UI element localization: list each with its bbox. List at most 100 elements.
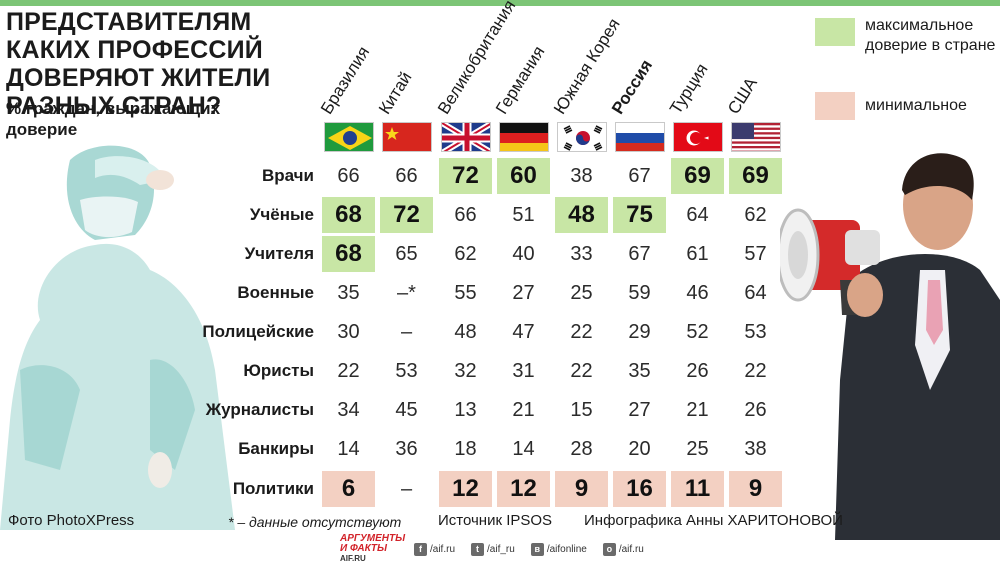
table-cell: 25 <box>686 438 709 460</box>
flag-brazil-icon <box>324 122 374 152</box>
twitter-icon: t <box>471 542 485 556</box>
infographic-credit: Инфографика Анны ХАРИТОНОВОЙ <box>584 512 843 529</box>
country-header: Великобритания <box>434 0 519 118</box>
chart-subtitle: % граждан, выражающих доверие <box>6 99 221 139</box>
doctor-photo <box>0 145 235 530</box>
table-cell: 13 <box>454 399 477 421</box>
social-link[interactable]: в/aifonline <box>530 542 587 556</box>
table-cell: 72 <box>439 158 492 194</box>
table-cell: 6 <box>322 471 375 507</box>
table-cell: 47 <box>512 321 535 343</box>
row-label: Учителя <box>244 244 314 263</box>
table-cell: 36 <box>395 438 418 460</box>
table-cell: 32 <box>454 360 477 382</box>
vk-icon: в <box>530 542 544 556</box>
table-cell: 14 <box>337 438 360 460</box>
row-label: Политики <box>232 479 314 498</box>
table-cell: 22 <box>570 321 593 343</box>
country-header: США <box>724 0 791 118</box>
table-cell: 69 <box>671 158 724 194</box>
table-cell: 62 <box>744 204 767 226</box>
table-cell: 29 <box>628 321 651 343</box>
table-cell: 15 <box>570 399 593 421</box>
country-header: Турция <box>666 0 733 118</box>
row-label: Учёные <box>249 205 314 224</box>
table-cell: 12 <box>439 471 492 507</box>
table-cell: 55 <box>454 282 477 304</box>
table-cell: 66 <box>337 165 360 187</box>
table-cell: 35 <box>628 360 651 382</box>
social-link[interactable]: t/aif_ru <box>471 542 515 556</box>
row-label: Врачи <box>261 166 314 185</box>
table-cell: 60 <box>497 158 550 194</box>
table-cell: 11 <box>671 471 724 507</box>
social-link-label: /aif.ru <box>618 543 644 555</box>
row-label: Полицейские <box>202 322 314 341</box>
social-link[interactable]: о/aif.ru <box>602 542 644 556</box>
country-header: Германия <box>492 0 559 118</box>
table-cell: 12 <box>497 471 550 507</box>
table-cell: 27 <box>628 399 651 421</box>
table-cell: 48 <box>454 321 477 343</box>
table-cell: 52 <box>686 321 709 343</box>
table-cell: 26 <box>744 399 767 421</box>
ok-icon: о <box>602 542 616 556</box>
table-cell: 27 <box>512 282 535 304</box>
table-cell: 38 <box>570 165 593 187</box>
table-cell: 64 <box>744 282 767 304</box>
table-cell: 62 <box>454 243 477 265</box>
table-cell: 53 <box>744 321 767 343</box>
table-cell: 57 <box>744 243 767 265</box>
aif-logo[interactable]: АРГУМЕНТЫ И ФАКТЫ AIF.RU <box>340 534 405 564</box>
table-cell: 34 <box>337 399 360 421</box>
row-label: Банкиры <box>238 439 314 458</box>
table-cell: – <box>400 321 413 343</box>
row-label: Журналисты <box>205 400 314 419</box>
table-cell: 53 <box>395 360 418 382</box>
social-link[interactable]: f/aif.ru <box>414 542 455 556</box>
photo-credit: Фото PhotoXPress <box>8 512 135 529</box>
source-note: Источник IPSOS <box>438 512 553 529</box>
table-cell: 20 <box>628 438 651 460</box>
row-label: Военные <box>237 283 314 302</box>
table-cell: 16 <box>613 471 666 507</box>
table-cell: 48 <box>555 197 608 233</box>
country-header: Бразилия <box>317 0 384 118</box>
country-header: Китай <box>375 0 442 118</box>
country-label: Германия <box>492 42 549 118</box>
table-cell: 35 <box>337 282 360 304</box>
country-label: Бразилия <box>317 43 374 118</box>
table-cell: 28 <box>570 438 593 460</box>
flag-usa-icon <box>731 122 781 152</box>
table-cell: 66 <box>395 165 418 187</box>
row-label: Юристы <box>243 361 314 380</box>
social-links: f/aif.ru t/aif_ru в/aifonline о/aif.ru <box>406 542 644 556</box>
flag-uk-icon <box>441 122 491 152</box>
table-cell: 9 <box>555 471 608 507</box>
footer-bar: АРГУМЕНТЫ И ФАКТЫ AIF.RU f/aif.ru t/aif_r… <box>340 534 644 564</box>
table-cell: 33 <box>570 243 593 265</box>
table-cell: 68 <box>322 236 375 272</box>
table-cell: –* <box>397 282 416 304</box>
facebook-icon: f <box>414 542 427 556</box>
table-cell: 26 <box>686 360 709 382</box>
legend-min-label: минимальное <box>865 97 967 114</box>
table-cell: 31 <box>512 360 535 382</box>
table-cell: 67 <box>628 165 651 187</box>
table-cell: 45 <box>395 399 418 421</box>
table-cell: 75 <box>613 197 666 233</box>
table-cell: – <box>400 478 413 500</box>
table-cell: 22 <box>337 360 360 382</box>
table-cell: 66 <box>454 204 477 226</box>
table-cell: 69 <box>729 158 782 194</box>
table-cell: 21 <box>686 399 709 421</box>
page-title: ПРЕДСТАВИТЕЛЯМ КАКИХ ПРОФЕССИЙ ДОВЕРЯЮТ … <box>6 8 271 120</box>
footnote: * – данные отсутствуют <box>228 514 402 530</box>
table-cell: 51 <box>512 204 535 226</box>
flag-russia-icon <box>615 122 665 152</box>
legend-max-label: максимальное доверие в стране <box>865 17 996 54</box>
country-header: Южная Корея <box>550 0 624 118</box>
social-link-label: /aifonline <box>546 543 587 555</box>
table-cell: 72 <box>380 197 433 233</box>
megaphone-man-photo <box>780 153 1000 540</box>
